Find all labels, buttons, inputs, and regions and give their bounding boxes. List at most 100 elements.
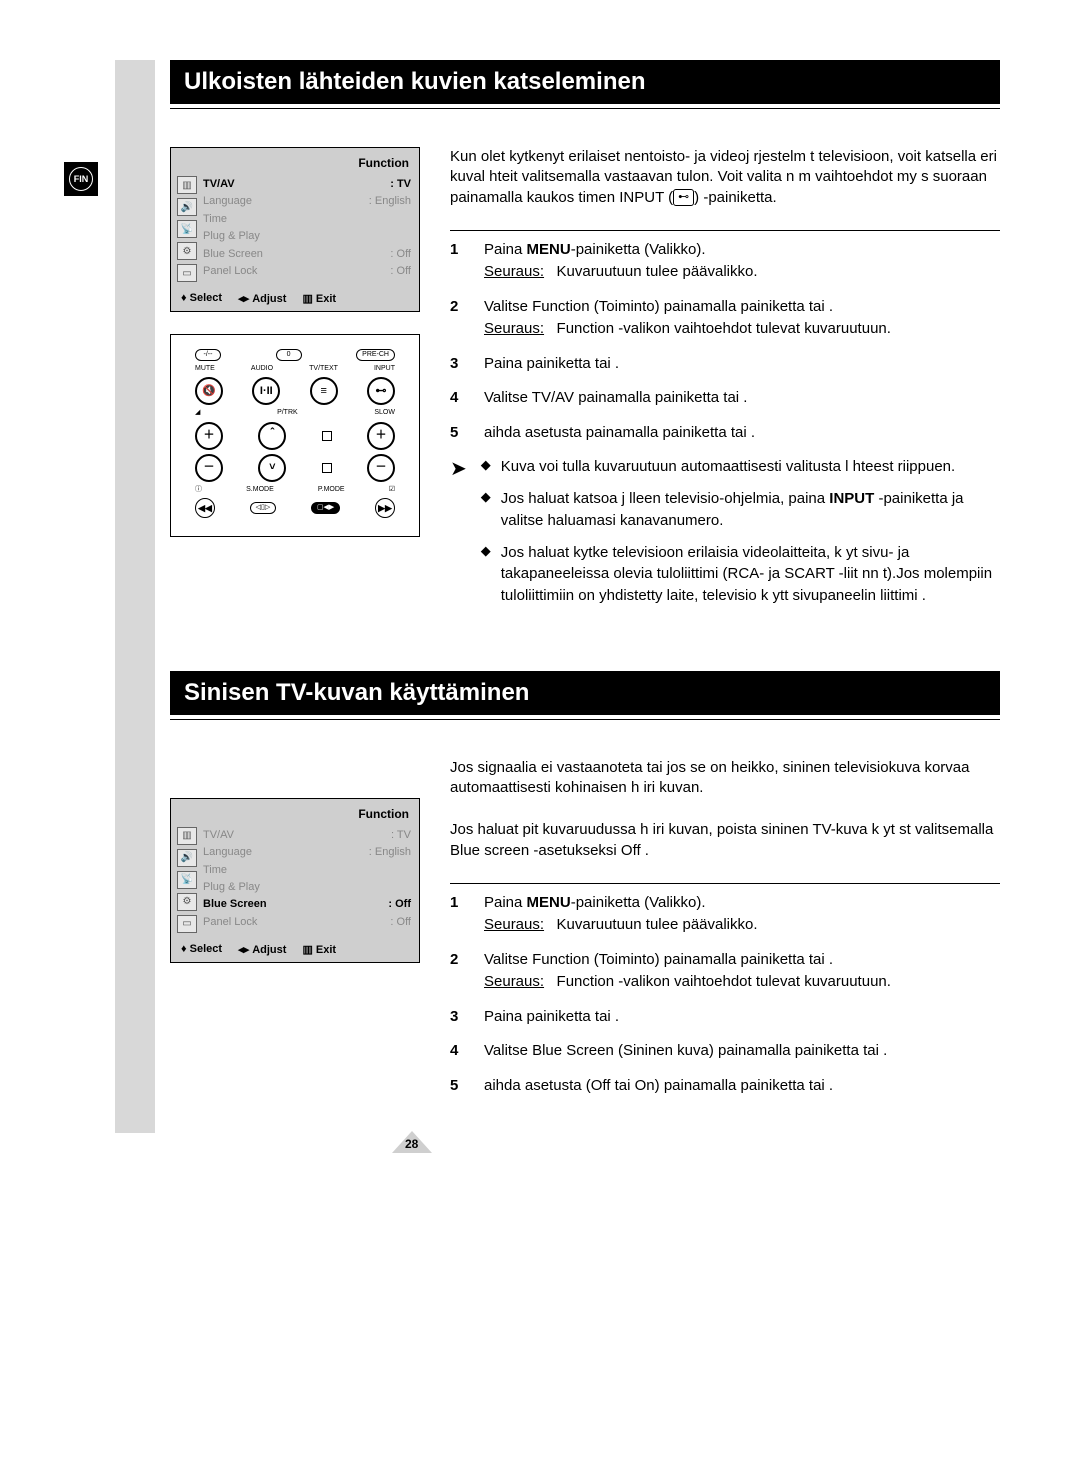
note-item: ◆Jos haluat katsoa j lleen televisio-ohj…	[481, 488, 1000, 532]
step-body: Valitse Function (Toiminto) painamalla p…	[484, 949, 1000, 994]
section1-intro: Kun olet kytkenyt erilaiset nentoisto- j…	[450, 147, 1000, 208]
up-button-icon: ＾	[258, 422, 286, 450]
osd-row: TV/AV: TV	[201, 827, 413, 844]
osd-adjust-label: ◂▸ Adjust	[238, 292, 286, 305]
section1-notes: ➤ ◆Kuva voi tulla kuvaruutuun automaatti…	[450, 456, 1000, 617]
step: 2 Valitse Function (Toiminto) painamalla …	[450, 949, 1000, 994]
step-body: aihda asetusta painamalla painiketta tai…	[484, 422, 1000, 445]
minus-button-icon: －	[195, 454, 223, 482]
step: 3Paina painiketta tai .	[450, 1006, 1000, 1029]
step-body: Paina painiketta tai .	[484, 1006, 1000, 1029]
osd-select-label: ♦ Select	[181, 292, 222, 305]
osd-icon: 📡	[177, 220, 197, 238]
section2-intro2: Jos haluat pit kuvaruudussa h iri kuvan,…	[450, 820, 1000, 861]
remote-label: AUDIO	[251, 365, 273, 373]
osd-row: Blue Screen: Off	[201, 246, 413, 263]
step: 2 Valitse Function (Toiminto) painamalla …	[450, 296, 1000, 341]
locale-badge-text: FIN	[69, 167, 93, 191]
step: 5 aihda asetusta (Off tai On) painamalla …	[450, 1075, 1000, 1098]
small-icon	[322, 463, 332, 473]
osd-icon: 📡	[177, 871, 197, 889]
step-number: 2	[450, 296, 466, 341]
steps-rule	[450, 883, 1000, 884]
small-icon	[322, 431, 332, 441]
osd-function-2: Function ▥ 🔊 📡 ⚙ ▭ TV/AV: TVLanguage: En…	[170, 798, 420, 963]
step-number: 4	[450, 387, 466, 410]
step-body: Paina MENU-painiketta (Valikko).Seuraus:…	[484, 892, 1000, 937]
step-result: Seuraus: Function -valikon vaihtoehdot t…	[484, 318, 1000, 341]
remote-pill: PRE-CH	[356, 349, 395, 361]
tvtext-button-icon: ≡	[310, 377, 338, 405]
step: 1Paina MENU-painiketta (Valikko).Seuraus…	[450, 239, 1000, 284]
steps-rule	[450, 230, 1000, 231]
vertical-sidebar-strip	[115, 60, 155, 1133]
step-result: Seuraus: Kuvaruutuun tulee päävalikko.	[484, 261, 1000, 284]
remote-label: INPUT	[374, 365, 395, 373]
osd1-title: Function	[177, 154, 413, 176]
step-number: 2	[450, 949, 466, 994]
osd2-tab-icons: ▥ 🔊 📡 ⚙ ▭	[177, 827, 201, 933]
osd-row: Time	[201, 862, 413, 879]
remote-label: MUTE	[195, 365, 215, 373]
mute-button-icon: 🔇	[195, 377, 223, 405]
osd-icon: ▭	[177, 915, 197, 933]
osd-row: Plug & Play	[201, 879, 413, 896]
osd-row: TV/AV: TV	[201, 176, 413, 193]
osd-function-1: Function ▥ 🔊 📡 ⚙ ▭ TV/AV: TVLanguage: En…	[170, 147, 420, 312]
locale-badge: FIN	[64, 162, 98, 196]
osd-icon: ▭	[177, 264, 197, 282]
rew-button-icon: ◀◀	[195, 498, 215, 518]
plus-button-icon: ＋	[195, 422, 223, 450]
step-number: 1	[450, 892, 466, 937]
remote-label: S.MODE	[246, 486, 274, 494]
step-body: Valitse TV/AV painamalla painiketta tai …	[484, 387, 1000, 410]
osd-row: Time	[201, 211, 413, 228]
remote-pill: 0	[276, 349, 302, 361]
step: 5aihda asetusta painamalla painiketta ta…	[450, 422, 1000, 445]
osd-row: Panel Lock: Off	[201, 263, 413, 280]
osd-adjust-label: ◂▸ Adjust	[238, 943, 286, 956]
note-item: ◆Kuva voi tulla kuvaruutuun automaattise…	[481, 456, 1000, 478]
step: 4 Valitse TV/AV painamalla painiketta tai…	[450, 387, 1000, 410]
step-number: 5	[450, 1075, 466, 1098]
remote-label: TV/TEXT	[309, 365, 338, 373]
osd-icon: ⚙	[177, 893, 197, 911]
note-arrow-icon: ➤	[450, 456, 467, 617]
step: 3 Paina painiketta tai .	[450, 353, 1000, 376]
step-result: Seuraus: Function -valikon vaihtoehdot t…	[484, 971, 1000, 994]
plus-button-icon: ＋	[367, 422, 395, 450]
step-number: 3	[450, 353, 466, 376]
remote-pill: ◁▯▷	[250, 502, 277, 514]
step: 1 Paina MENU-painiketta (Valikko).Seuraus…	[450, 892, 1000, 937]
section1-title: Ulkoisten lähteiden kuvien katseleminen	[170, 60, 1000, 104]
remote-label: ⓘ	[195, 486, 202, 494]
step-number: 1	[450, 239, 466, 284]
osd2-footer: ♦ Select ◂▸ Adjust ▥ Exit	[177, 943, 413, 956]
osd-row: Panel Lock: Off	[201, 914, 413, 931]
step-body: Paina painiketta tai .	[484, 353, 1000, 376]
audio-button-icon: I·II	[252, 377, 280, 405]
osd-exit-label: ▥ Exit	[302, 292, 336, 305]
remote-illustration: -/-- 0 PRE-CH MUTE AUDIO TV/TEXT INPUT 🔇…	[170, 334, 420, 537]
remote-label: SLOW	[374, 409, 395, 417]
step-body: aihda asetusta (Off tai On) painamalla p…	[484, 1075, 1000, 1098]
osd-icon: ▥	[177, 176, 197, 194]
osd-icon: ⚙	[177, 242, 197, 260]
remote-label: P/TRK	[277, 409, 298, 417]
osd-row: Blue Screen: Off	[201, 896, 413, 913]
remote-pill: ▢◀▶	[311, 502, 340, 514]
step-number: 4	[450, 1040, 466, 1063]
section2-title: Sinisen TV-kuvan käyttäminen	[170, 671, 1000, 715]
step: 4Valitse Blue Screen (Sininen kuva) pain…	[450, 1040, 1000, 1063]
osd-icon: ▥	[177, 827, 197, 845]
step-body: Valitse Function (Toiminto) painamalla p…	[484, 296, 1000, 341]
ff-button-icon: ▶▶	[375, 498, 395, 518]
section2-rule	[170, 719, 1000, 720]
section2-intro1: Jos signaalia ei vastaanoteta tai jos se…	[450, 758, 1000, 799]
page-number: 28	[405, 1137, 418, 1151]
osd-row: Language: English	[201, 844, 413, 861]
osd-exit-label: ▥ Exit	[302, 943, 336, 956]
remote-label: ◢	[195, 409, 200, 417]
osd-icon: 🔊	[177, 198, 197, 216]
remote-pill: -/--	[195, 349, 221, 361]
